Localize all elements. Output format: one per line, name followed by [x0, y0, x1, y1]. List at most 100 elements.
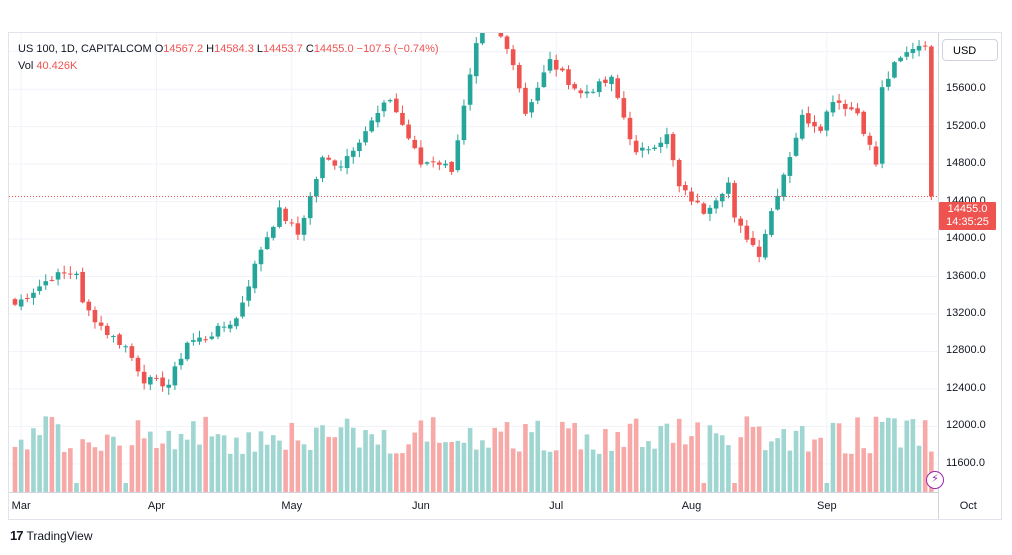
volume-bar: [683, 444, 688, 492]
candle-body: [898, 57, 903, 62]
candle-body: [879, 87, 885, 164]
candle-body: [867, 135, 873, 145]
price-tick-label: 12800.0: [946, 344, 986, 357]
volume-label[interactable]: Vol: [18, 60, 34, 72]
candle-body: [566, 69, 571, 85]
volume-bar: [904, 420, 910, 492]
time-tick-label: Sep: [817, 500, 837, 512]
volume-bar: [37, 435, 42, 492]
price-tick-label: 13600.0: [946, 269, 986, 282]
candle-body: [578, 90, 584, 94]
candle-body: [258, 249, 264, 265]
symbol-title[interactable]: US 100, 1D, CAPITALCOM: [18, 43, 152, 55]
candle-body: [664, 134, 670, 145]
candle-body: [652, 147, 657, 150]
volume-bar: [197, 444, 202, 492]
volume-bar: [535, 420, 541, 492]
volume-bar: [922, 420, 928, 492]
volume-bar: [12, 446, 18, 492]
volume-bar: [148, 431, 153, 492]
volume-bar: [689, 436, 694, 492]
candle-body: [387, 100, 393, 102]
candle-body: [799, 114, 805, 139]
volume-bar: [123, 483, 128, 492]
volume-bar: [646, 441, 651, 492]
bolt-icon[interactable]: ⚡: [926, 471, 944, 489]
candle-body: [467, 74, 473, 105]
time-tick-label: May: [281, 500, 303, 512]
volume-bar: [301, 444, 307, 492]
volume-bar: [886, 417, 891, 492]
volume-bar: [43, 416, 49, 492]
candle-body: [775, 195, 780, 210]
volume-bar: [215, 434, 221, 492]
open-label: O: [154, 43, 164, 55]
volume-bar: [596, 453, 602, 492]
candle-body: [326, 157, 331, 160]
candle-body: [480, 33, 485, 44]
volume-bar: [664, 423, 670, 492]
low-label: L: [256, 43, 264, 55]
candle-body: [633, 140, 639, 153]
volume-bar: [824, 483, 830, 492]
candle-body: [166, 384, 172, 388]
chart-plot-area[interactable]: [9, 33, 938, 492]
volume-bar: [418, 420, 424, 492]
candle-body: [769, 211, 774, 235]
volume-bar: [430, 417, 436, 492]
volume-bar: [916, 445, 922, 492]
volume-bar: [357, 447, 362, 492]
tradingview-brand[interactable]: 17 TradingView: [10, 528, 93, 543]
candle-body: [713, 200, 719, 209]
volume-bar: [289, 422, 295, 492]
volume-bar: [363, 430, 368, 492]
volume-bar: [818, 437, 823, 492]
volume-bar: [609, 450, 614, 492]
candle-body: [37, 286, 42, 292]
price-tick-label: 14800.0: [946, 157, 986, 170]
legend-volume-row: Vol 40.426K: [18, 58, 439, 75]
candle-body: [443, 163, 448, 166]
candle-body: [738, 218, 743, 226]
candle-body: [812, 121, 817, 127]
price-tick-label: 12000.0: [946, 419, 986, 432]
chart-legend[interactable]: US 100, 1D, CAPITALCOM O14567.2 H14584.3…: [18, 41, 439, 75]
candle-body: [596, 81, 602, 93]
candle-body: [240, 302, 245, 317]
volume-bar: [178, 433, 184, 492]
currency-button[interactable]: USD: [942, 39, 998, 61]
volume-bar: [264, 444, 270, 492]
volume-bar: [381, 429, 387, 492]
candle-body: [640, 147, 645, 151]
time-axis[interactable]: [9, 492, 938, 519]
low-value: 14453.7: [263, 43, 303, 55]
volume-bar: [756, 426, 762, 492]
candle-body: [529, 102, 534, 113]
volume-bar: [191, 421, 196, 492]
volume-bar: [326, 436, 331, 492]
candle-body: [707, 207, 713, 214]
candle-body: [510, 49, 516, 66]
candle-body: [584, 91, 590, 94]
candle-body: [621, 98, 627, 118]
volume-bar: [473, 449, 479, 492]
candle-body: [547, 59, 553, 71]
candle-body: [523, 87, 528, 114]
candle-body: [892, 62, 897, 78]
candle-body: [246, 286, 251, 301]
candle-body: [74, 273, 79, 276]
volume-bar: [166, 430, 172, 492]
candle-body: [726, 182, 731, 194]
high-label: H: [206, 43, 215, 55]
candle-body: [18, 299, 24, 307]
candle-body: [400, 112, 405, 125]
change-value: −107.5 (−0.74%): [356, 43, 439, 55]
volume-bar: [406, 444, 411, 492]
price-axis[interactable]: [938, 33, 1001, 519]
volume-bar: [726, 445, 731, 492]
candle-body: [129, 346, 135, 358]
candle-body: [295, 223, 301, 235]
volume-bar: [572, 422, 577, 492]
open-value: 14567.2: [163, 43, 204, 55]
candle-body: [357, 142, 362, 152]
